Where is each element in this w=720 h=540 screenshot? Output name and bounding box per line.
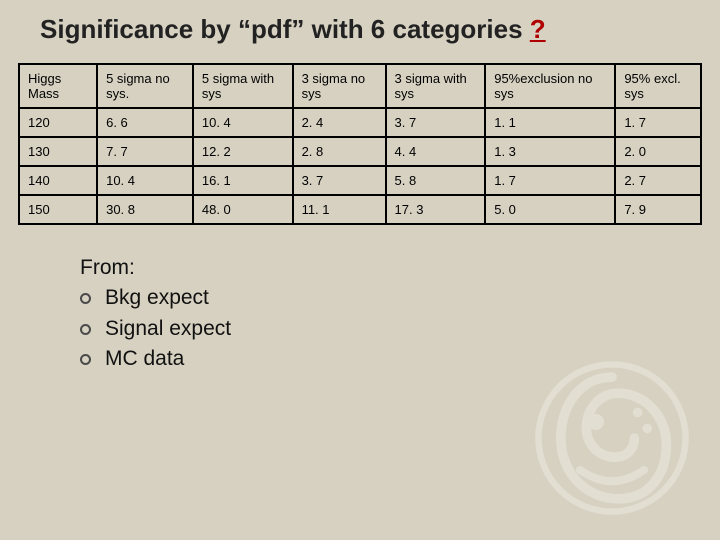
significance-table: Higgs Mass 5 sigma no sys. 5 sigma with … <box>18 63 702 225</box>
cell: 3. 7 <box>386 108 486 137</box>
table-header-row: Higgs Mass 5 sigma no sys. 5 sigma with … <box>19 64 701 108</box>
cell: 5. 8 <box>386 166 486 195</box>
col-header: Higgs Mass <box>19 64 97 108</box>
col-header: 5 sigma no sys. <box>97 64 193 108</box>
table-row: 150 30. 8 48. 0 11. 1 17. 3 5. 0 7. 9 <box>19 195 701 224</box>
title-main: Significance by “pdf” with 6 categories <box>40 14 530 44</box>
list-item-label: Bkg expect <box>105 283 209 313</box>
cell: 10. 4 <box>193 108 293 137</box>
list-item: Signal expect <box>80 314 720 344</box>
col-header: 3 sigma with sys <box>386 64 486 108</box>
cell: 1. 7 <box>485 166 615 195</box>
list-item-label: MC data <box>105 344 184 374</box>
cell: 30. 8 <box>97 195 193 224</box>
list-item: Bkg expect <box>80 283 720 313</box>
col-header: 95% excl. sys <box>615 64 701 108</box>
cell: 2. 0 <box>615 137 701 166</box>
cell: 17. 3 <box>386 195 486 224</box>
cell: 48. 0 <box>193 195 293 224</box>
from-heading: From: <box>80 253 720 283</box>
from-block: From: Bkg expect Signal expect MC data <box>80 253 720 375</box>
cell: 4. 4 <box>386 137 486 166</box>
table-row: 120 6. 6 10. 4 2. 4 3. 7 1. 1 1. 7 <box>19 108 701 137</box>
bullet-icon <box>80 354 91 365</box>
decorative-glyph-icon <box>532 358 692 518</box>
cell: 150 <box>19 195 97 224</box>
col-header: 3 sigma no sys <box>293 64 386 108</box>
cell: 1. 7 <box>615 108 701 137</box>
cell: 140 <box>19 166 97 195</box>
cell: 7. 9 <box>615 195 701 224</box>
cell: 120 <box>19 108 97 137</box>
cell: 2. 7 <box>615 166 701 195</box>
cell: 16. 1 <box>193 166 293 195</box>
table-row: 130 7. 7 12. 2 2. 8 4. 4 1. 3 2. 0 <box>19 137 701 166</box>
cell: 7. 7 <box>97 137 193 166</box>
cell: 12. 2 <box>193 137 293 166</box>
list-item-label: Signal expect <box>105 314 231 344</box>
cell: 2. 8 <box>293 137 386 166</box>
cell: 1. 3 <box>485 137 615 166</box>
cell: 11. 1 <box>293 195 386 224</box>
bullet-icon <box>80 324 91 335</box>
cell: 130 <box>19 137 97 166</box>
table-body: 120 6. 6 10. 4 2. 4 3. 7 1. 1 1. 7 130 7… <box>19 108 701 224</box>
cell: 1. 1 <box>485 108 615 137</box>
page-title: Significance by “pdf” with 6 categories … <box>0 0 720 63</box>
cell: 3. 7 <box>293 166 386 195</box>
cell: 5. 0 <box>485 195 615 224</box>
cell: 2. 4 <box>293 108 386 137</box>
cell: 10. 4 <box>97 166 193 195</box>
cell: 6. 6 <box>97 108 193 137</box>
col-header: 5 sigma with sys <box>193 64 293 108</box>
bullet-icon <box>80 293 91 304</box>
col-header: 95%exclusion no sys <box>485 64 615 108</box>
title-qmark: ? <box>530 14 546 44</box>
table-row: 140 10. 4 16. 1 3. 7 5. 8 1. 7 2. 7 <box>19 166 701 195</box>
